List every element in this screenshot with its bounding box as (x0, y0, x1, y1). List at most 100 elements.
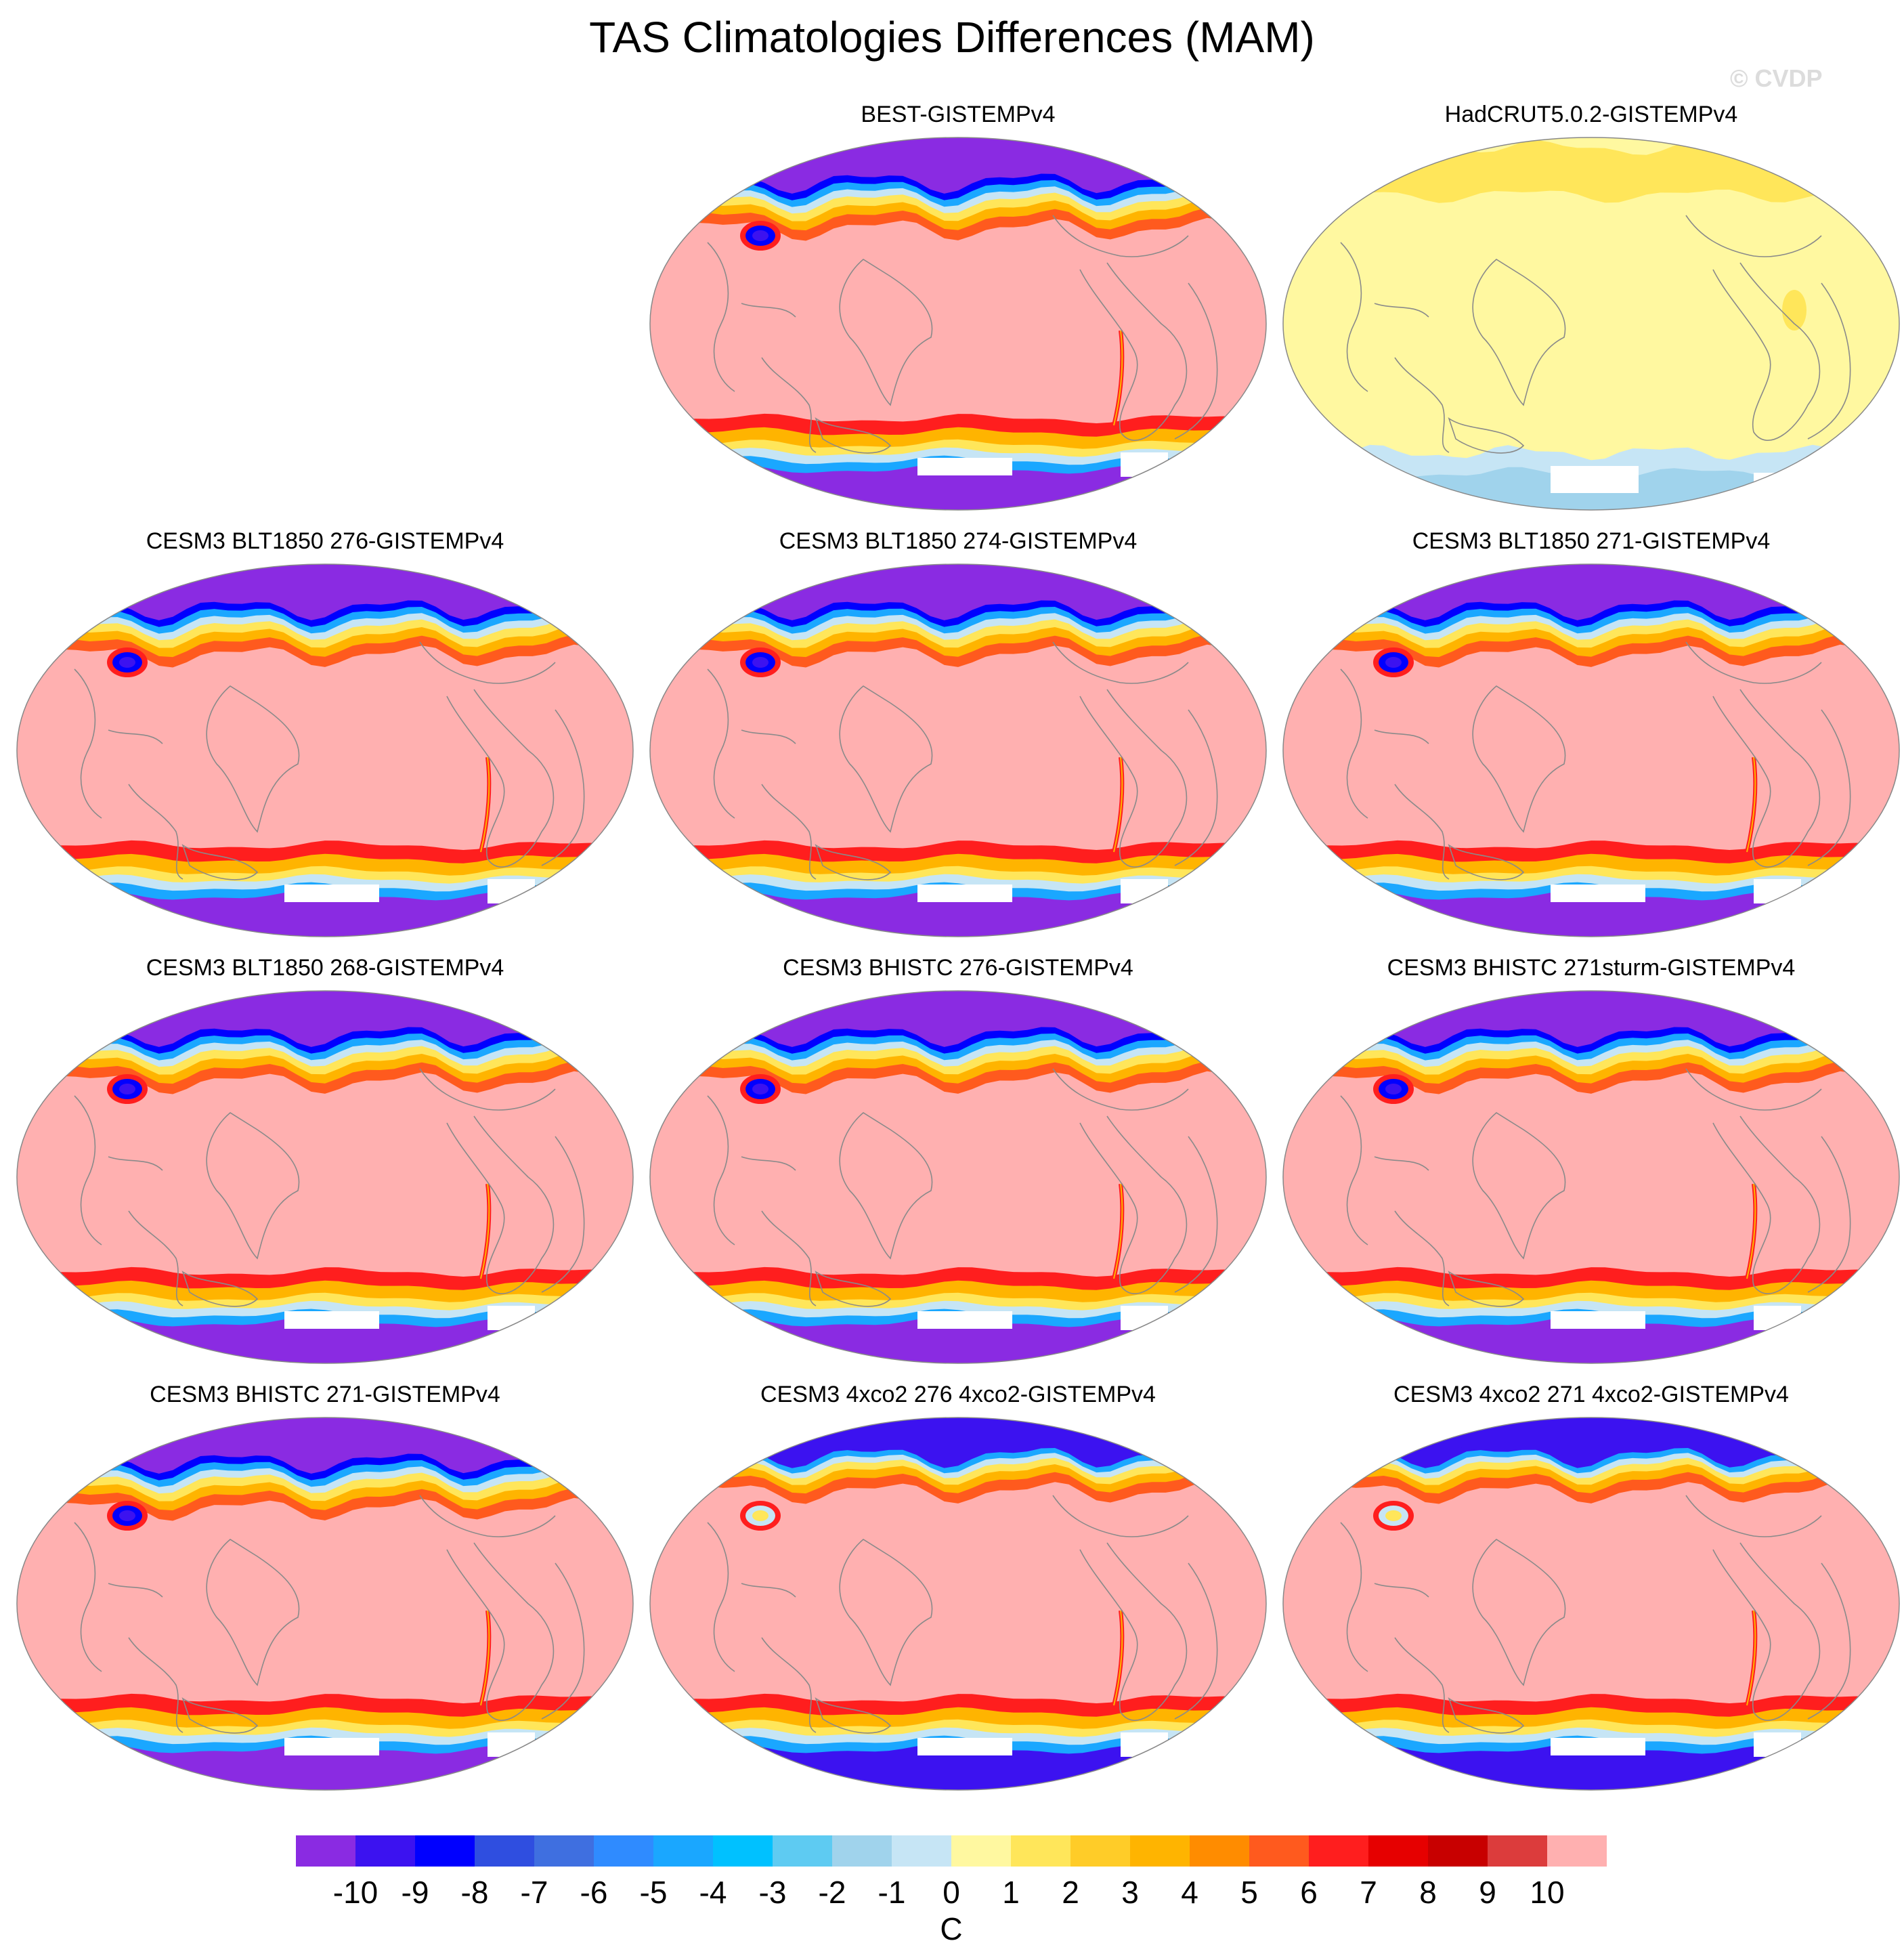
map-outline (1282, 1417, 1900, 1791)
colorbar-tick-label: -3 (759, 1875, 787, 1910)
colorbar-tick-label: 4 (1181, 1875, 1198, 1910)
panel-title: CESM3 BHISTC 271sturm-GISTEMPv4 (1387, 955, 1796, 981)
map-plot (1282, 563, 1900, 937)
map-field (650, 1418, 1266, 1790)
map-panel: CESM3 BLT1850 271-GISTEMPv4 (1280, 528, 1903, 948)
colorbar-tick-label: 5 (1240, 1875, 1258, 1910)
map-panel: CESM3 4xco2 276 4xco2-GISTEMPv4 (647, 1382, 1270, 1802)
map-field (1283, 564, 1899, 937)
colorbar-tick-label: -6 (580, 1875, 608, 1910)
map-field (17, 1418, 633, 1790)
map-outline (16, 563, 634, 937)
map-field (17, 564, 633, 937)
colorbar-tick-label: 9 (1479, 1875, 1496, 1910)
map-field (1283, 137, 1899, 510)
colorbar-swatch (296, 1835, 355, 1867)
map-panel: BEST-GISTEMPv4 (647, 102, 1270, 521)
colorbar-tick-label: 7 (1360, 1875, 1377, 1910)
colorbar-tick-label: 8 (1419, 1875, 1437, 1910)
map-panel: HadCRUT5.0.2-GISTEMPv4 (1280, 102, 1903, 521)
panel-title: BEST-GISTEMPv4 (861, 102, 1056, 127)
panel-title: CESM3 BLT1850 276-GISTEMPv4 (146, 528, 504, 554)
map-field (650, 137, 1266, 510)
panel-title: CESM3 4xco2 271 4xco2-GISTEMPv4 (1393, 1382, 1789, 1407)
colorbar-swatch (773, 1835, 832, 1867)
map-field (1283, 1418, 1899, 1790)
map-panel: CESM3 BHISTC 271sturm-GISTEMPv4 (1280, 955, 1903, 1375)
map-outline (649, 990, 1267, 1364)
colorbar-swatch (653, 1835, 713, 1867)
map-field (650, 991, 1266, 1363)
colorbar-swatch (1190, 1835, 1249, 1867)
colorbar-swatch (1249, 1835, 1309, 1867)
colorbar-tick-label: -4 (699, 1875, 727, 1910)
colorbar-tick-label: -9 (402, 1875, 429, 1910)
colorbar-tick-label: 10 (1530, 1875, 1564, 1910)
panel-title: CESM3 BLT1850 274-GISTEMPv4 (779, 528, 1138, 554)
chart-title: TAS Climatologies Differences (MAM) (589, 13, 1315, 62)
map-plot (16, 1417, 634, 1791)
panel-title: CESM3 BHISTC 276-GISTEMPv4 (783, 955, 1133, 981)
colorbar-swatch (475, 1835, 534, 1867)
colorbar-swatch (832, 1835, 892, 1867)
panel-title: HadCRUT5.0.2-GISTEMPv4 (1444, 102, 1738, 127)
colorbar-tick-label: 6 (1300, 1875, 1318, 1910)
map-outline (1282, 137, 1900, 511)
map-field (17, 991, 633, 1363)
map-panel: CESM3 BHISTC 271-GISTEMPv4 (14, 1382, 636, 1802)
colorbar-swatch (415, 1835, 475, 1867)
colorbar-tick-label: 1 (1002, 1875, 1020, 1910)
map-outline (649, 1417, 1267, 1791)
panel-title: CESM3 BLT1850 268-GISTEMPv4 (146, 955, 504, 981)
map-outline (649, 563, 1267, 937)
colorbar-swatch (1130, 1835, 1190, 1867)
map-plot (649, 1417, 1267, 1791)
map-panel: CESM3 BLT1850 268-GISTEMPv4 (14, 955, 636, 1375)
watermark: © CVDP (1730, 64, 1823, 92)
map-outline (649, 137, 1267, 511)
colorbar-tick-label: 2 (1062, 1875, 1079, 1910)
colorbar-tick-label: -5 (640, 1875, 668, 1910)
map-plot (1282, 1417, 1900, 1791)
colorbar-tick-label: -8 (461, 1875, 489, 1910)
map-panel: CESM3 BLT1850 274-GISTEMPv4 (647, 528, 1270, 948)
map-plot (649, 137, 1267, 511)
map-outline (16, 990, 634, 1364)
map-plot (16, 990, 634, 1364)
colorbar-tick-label: -1 (878, 1875, 906, 1910)
map-panel: CESM3 4xco2 271 4xco2-GISTEMPv4 (1280, 1382, 1903, 1802)
colorbar-unit-label: C (940, 1911, 962, 1946)
map-panel: CESM3 BLT1850 276-GISTEMPv4 (14, 528, 636, 948)
map-field (1283, 991, 1899, 1363)
colorbar-swatch (892, 1835, 951, 1867)
map-plot (649, 990, 1267, 1364)
panel-title: CESM3 BHISTC 271-GISTEMPv4 (150, 1382, 500, 1407)
colorbar-swatch (1011, 1835, 1070, 1867)
colorbar-swatch (1428, 1835, 1488, 1867)
colorbar-swatch (1368, 1835, 1428, 1867)
colorbar-swatch (355, 1835, 415, 1867)
map-plot (16, 563, 634, 937)
colorbar-tick-label: -10 (333, 1875, 378, 1910)
map-outline (1282, 563, 1900, 937)
panel-title: CESM3 BLT1850 271-GISTEMPv4 (1412, 528, 1771, 554)
colorbar-swatch (1309, 1835, 1368, 1867)
map-outline (1282, 990, 1900, 1364)
panel-title: CESM3 4xco2 276 4xco2-GISTEMPv4 (760, 1382, 1156, 1407)
colorbar-tick-label: 3 (1121, 1875, 1139, 1910)
colorbar-swatch (1488, 1835, 1547, 1867)
map-plot (1282, 990, 1900, 1364)
colorbar-tick-label: -2 (819, 1875, 846, 1910)
colorbar-swatch (534, 1835, 594, 1867)
map-plot (1282, 137, 1900, 511)
map-field (650, 564, 1266, 937)
map-panel: CESM3 BHISTC 276-GISTEMPv4 (647, 955, 1270, 1375)
colorbar-swatch (713, 1835, 773, 1867)
colorbar-tick-label: -7 (521, 1875, 548, 1910)
map-outline (16, 1417, 634, 1791)
colorbar-tick-label: 0 (943, 1875, 960, 1910)
colorbar-swatch (1070, 1835, 1130, 1867)
colorbar-swatch (594, 1835, 653, 1867)
colorbar-swatch (1547, 1835, 1607, 1867)
colorbar-swatch (951, 1835, 1011, 1867)
